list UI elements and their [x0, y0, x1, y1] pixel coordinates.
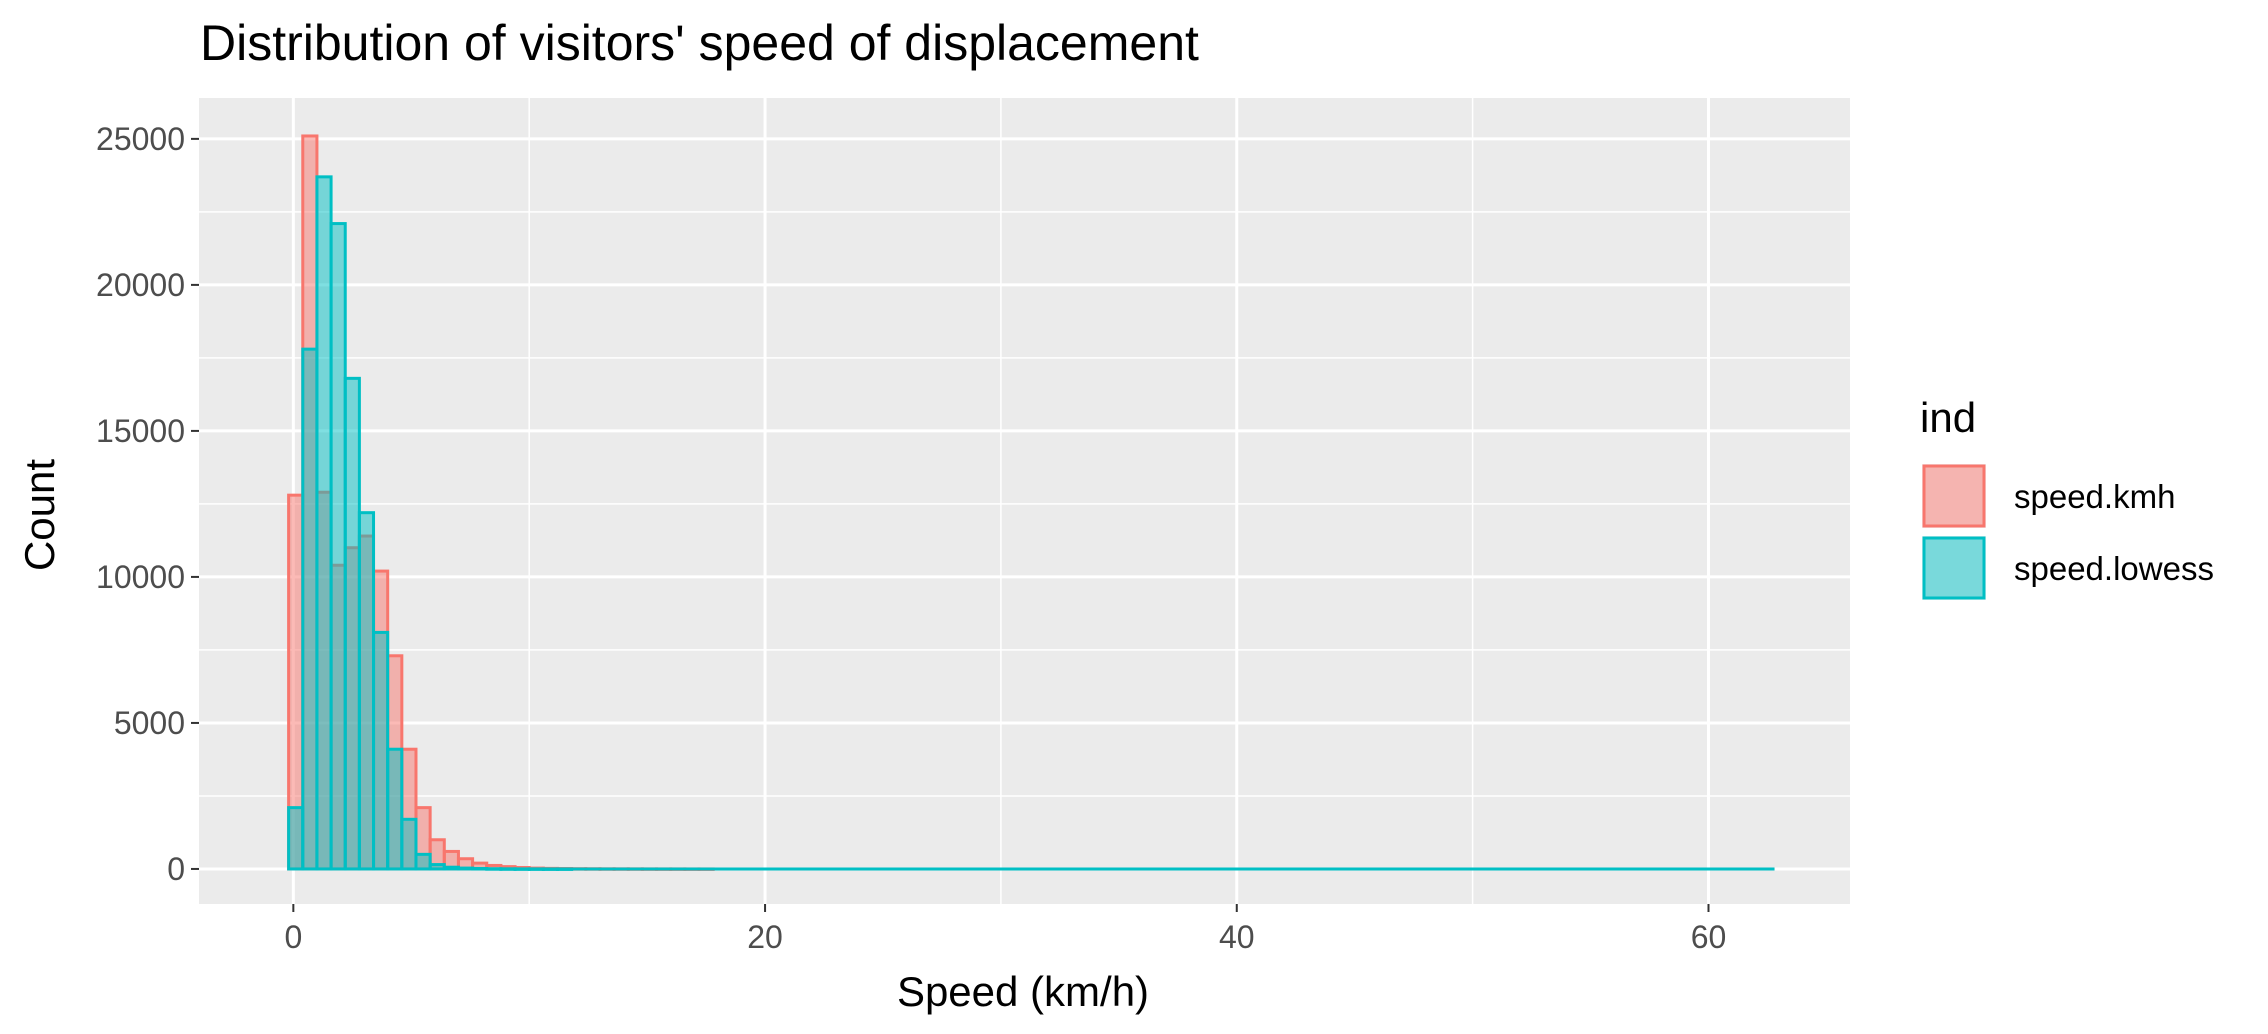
- y-axis-title: Count: [16, 459, 63, 571]
- plot-panel: [199, 98, 1850, 904]
- y-tick-label: 10000: [96, 559, 185, 595]
- histogram-bar: [513, 867, 531, 871]
- histogram-bar: [442, 865, 460, 871]
- histogram-bar: [499, 867, 517, 871]
- histogram-bar: [301, 347, 319, 871]
- histogram-bar: [372, 630, 390, 871]
- chart-title: Distribution of visitors' speed of displ…: [200, 15, 1199, 71]
- histogram-bar: [471, 867, 489, 871]
- histogram-bar: [357, 511, 376, 871]
- histogram-bar: [414, 852, 432, 871]
- y-tick-label: 0: [167, 851, 185, 887]
- x-axis: 0 20 40 60: [284, 904, 1726, 955]
- histogram-bar: [400, 817, 418, 871]
- y-tick-label: 25000: [96, 121, 185, 157]
- x-axis-title: Speed (km/h): [897, 968, 1149, 1015]
- legend-swatch: [1922, 464, 1986, 528]
- histogram-bar: [428, 863, 446, 871]
- histogram-bar: [456, 866, 475, 871]
- y-tick-label: 5000: [114, 705, 185, 741]
- x-tick-label: 0: [284, 919, 302, 955]
- y-tick-label: 15000: [96, 413, 185, 449]
- y-tick-label: 20000: [96, 267, 185, 303]
- histogram-bar: [541, 867, 560, 871]
- legend-swatch: [1922, 536, 1986, 600]
- x-tick-label: 40: [1219, 919, 1255, 955]
- y-axis: 0 5000 10000 15000 20000 25000: [96, 121, 199, 887]
- histogram-bar: [343, 376, 361, 871]
- legend-item-speed-lowess: speed.lowess: [1922, 536, 2214, 600]
- histogram-bar: [329, 222, 347, 871]
- panel-background: [199, 98, 1850, 904]
- legend-item-speed-kmh: speed.kmh: [1922, 464, 2175, 528]
- histogram-bar: [287, 806, 305, 871]
- histogram-bar: [556, 867, 574, 871]
- histogram-bar: [527, 867, 545, 871]
- legend-title: ind: [1920, 394, 1976, 441]
- histogram-bar: [386, 747, 404, 871]
- legend-label: speed.kmh: [2014, 478, 2175, 515]
- x-tick-label: 60: [1691, 919, 1727, 955]
- x-tick-label: 20: [747, 919, 783, 955]
- legend-label: speed.lowess: [2014, 550, 2214, 587]
- histogram-bar: [315, 175, 333, 871]
- histogram-bar: [485, 867, 503, 871]
- series-speed-lowess: [287, 175, 1775, 871]
- legend: ind speed.kmh speed.lowess: [1920, 394, 2214, 600]
